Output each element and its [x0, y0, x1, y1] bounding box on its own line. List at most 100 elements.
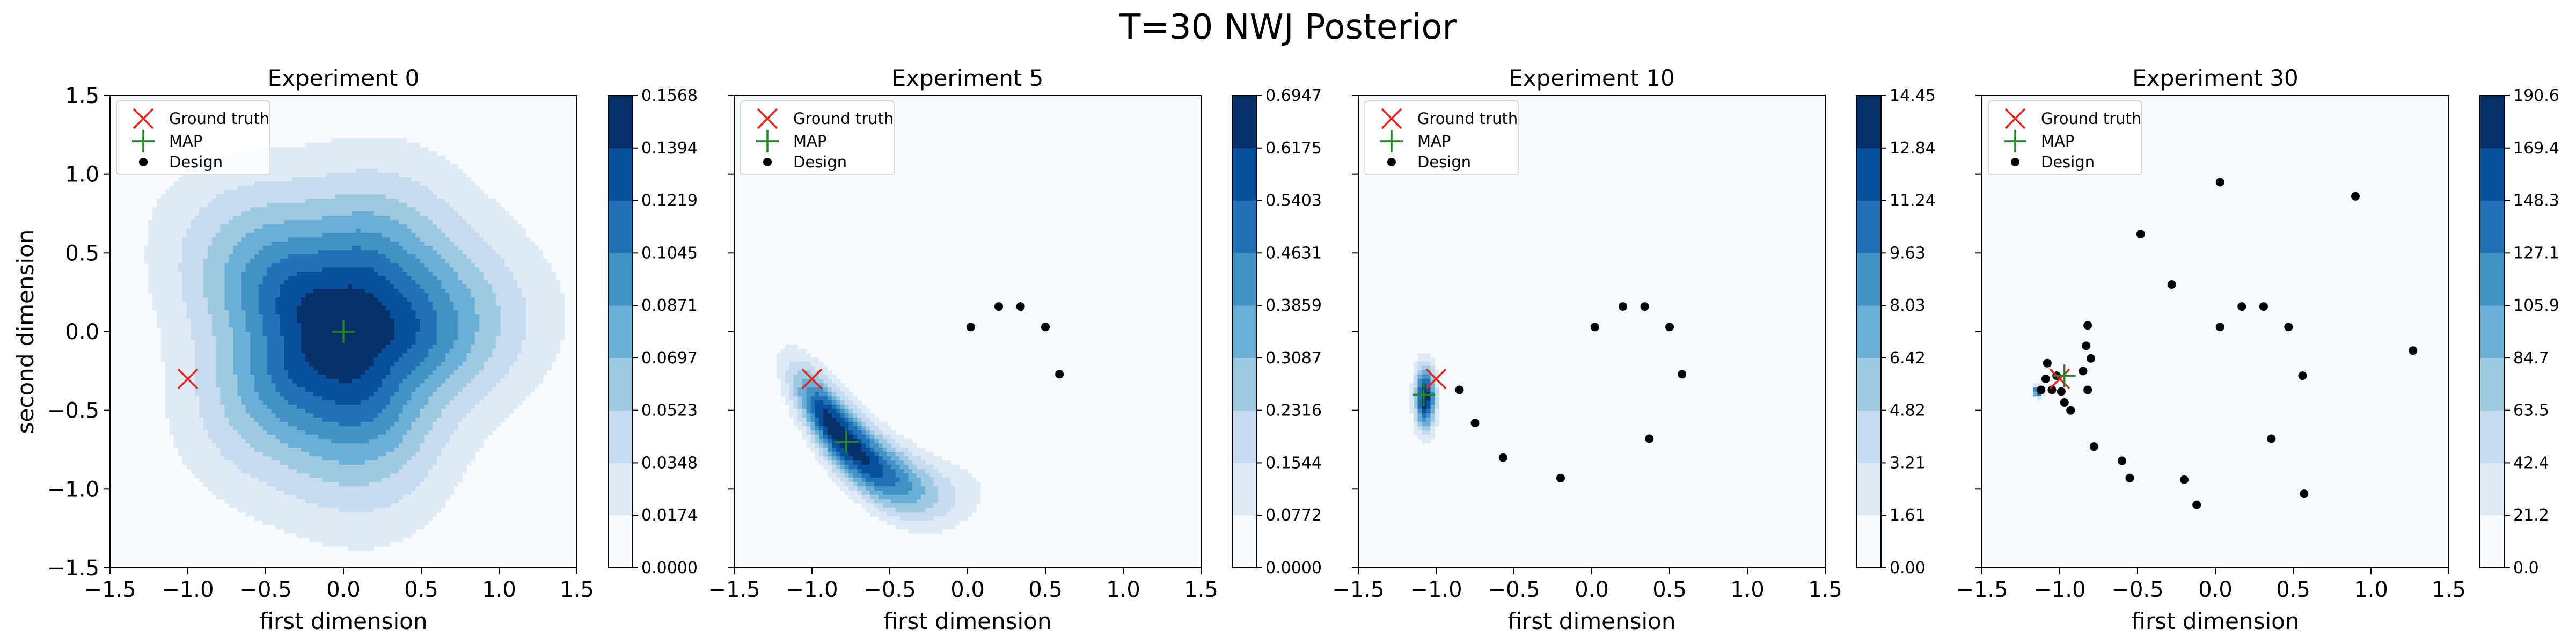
design-point	[1455, 385, 1464, 394]
colorbar-tick-label: 0.0	[2513, 559, 2539, 577]
map-marker	[2053, 364, 2076, 387]
map-marker	[835, 430, 858, 453]
legend-design-icon	[139, 158, 148, 166]
x-tick-label: 1.0	[1730, 577, 1765, 602]
design-point	[2351, 192, 2360, 201]
y-tick-label: 0.0	[65, 320, 99, 345]
design-points	[1455, 302, 1687, 482]
design-point	[2215, 323, 2224, 332]
y-tick-label: 0.5	[65, 241, 99, 266]
x-tick-label: 0.0	[2198, 577, 2233, 602]
colorbar-band	[1232, 148, 1257, 201]
colorbar-band	[2480, 463, 2505, 516]
colorbar-band	[1232, 463, 1257, 516]
colorbar-tick-label: 0.0348	[641, 453, 698, 472]
colorbar-band	[2480, 515, 2505, 568]
x-axis-label: first dimension	[884, 608, 1052, 634]
legend-map-label: MAP	[793, 132, 826, 150]
legend-box	[1364, 100, 1519, 175]
design-point	[2259, 302, 2268, 311]
map-marker	[332, 320, 355, 343]
colorbar-tick-label: 0.0174	[641, 506, 698, 525]
design-point	[2066, 406, 2075, 415]
x-tick-label: 0.5	[1652, 577, 1687, 602]
legend: Ground truth MAP Design	[116, 100, 270, 175]
design-point	[1556, 473, 1565, 482]
panel-title: Experiment 30	[2132, 65, 2298, 91]
x-tick-label: −1.0	[162, 577, 214, 602]
design-point	[2215, 178, 2224, 187]
colorbar-band	[1856, 253, 1881, 306]
colorbar-tick-label: 0.2316	[1265, 401, 1322, 420]
colorbar-tick-label: 3.21	[1890, 453, 1926, 472]
colorbar-band	[2480, 148, 2505, 201]
figure-title: T=30 NWJ Posterior	[1119, 8, 1457, 47]
density-contours	[144, 138, 565, 551]
colorbar-tick-label: 0.0000	[1265, 559, 1322, 577]
legend-design-icon	[763, 158, 772, 166]
x-axis-label: first dimension	[260, 608, 428, 634]
design-points	[966, 302, 1064, 379]
design-points	[2037, 178, 2418, 509]
legend-design-label: Design	[1417, 153, 1471, 171]
x-tick-label: −1.5	[708, 577, 760, 602]
colorbar-tick-label: 0.00	[1890, 559, 1926, 577]
design-point	[1590, 323, 1599, 332]
colorbar-tick-label: 6.42	[1890, 349, 1926, 368]
colorbar-band	[1232, 357, 1257, 411]
panel-title: Experiment 5	[892, 65, 1044, 91]
design-point	[2057, 387, 2066, 396]
colorbar-tick-label: 4.82	[1890, 401, 1926, 420]
colorbar-tick-label: 0.1568	[641, 86, 698, 105]
colorbar-band	[1232, 200, 1257, 253]
x-tick-label: 1.5	[560, 577, 594, 602]
legend-box	[1988, 100, 2142, 175]
colorbar-tick-label: 0.1544	[1265, 453, 1322, 472]
design-point	[2043, 358, 2052, 368]
x-tick-label: 1.0	[1106, 577, 1140, 602]
colorbar-band	[1856, 410, 1881, 463]
colorbar: 0.0 21.2 42.4 63.5 84.7 105.9 127.1 148.3 169.4 1…	[2479, 86, 2559, 577]
colorbar-tick-label: 0.6947	[1265, 86, 1322, 105]
colorbar-band	[1232, 253, 1257, 306]
colorbar-tick-label: 127.1	[2513, 244, 2559, 262]
colorbar-tick-label: 14.45	[1890, 86, 1936, 105]
colorbar-tick-label: 0.1045	[641, 244, 698, 262]
legend-box	[740, 100, 895, 175]
x-tick-label: 0.5	[404, 577, 438, 602]
colorbar-tick-label: 0.3087	[1265, 349, 1322, 368]
design-point	[1498, 453, 1507, 462]
legend-design-label: Design	[793, 153, 847, 171]
legend-design-icon	[1387, 158, 1396, 166]
design-point	[1678, 370, 1687, 379]
colorbar-tick-label: 0.4631	[1265, 244, 1322, 262]
colorbar-band	[2480, 410, 2505, 463]
design-point	[2300, 489, 2309, 499]
panel-title: Experiment 0	[268, 65, 420, 91]
design-point	[1640, 302, 1649, 311]
colorbar-band	[1856, 305, 1881, 358]
colorbar: 0.00 1.61 3.21 4.82 6.42 8.03 9.63 11.24 12.84 14…	[1856, 86, 1936, 577]
panel-3: −1.5 −1.0 −0.5 0.0 0.5 1.0 1.5 Experiment 30 fir…	[1956, 65, 2559, 634]
colorbar-tick-label: 11.24	[1890, 192, 1936, 210]
legend-design-label: Design	[2041, 153, 2095, 171]
x-tick-label: −1.0	[1410, 577, 1462, 602]
ground-truth-marker	[2049, 368, 2070, 390]
colorbar-band	[1232, 515, 1257, 568]
colorbar-tick-label: 0.1219	[641, 192, 698, 210]
design-point	[2298, 371, 2307, 380]
legend-map-label: MAP	[169, 132, 202, 150]
colorbar-tick-label: 8.03	[1890, 296, 1926, 315]
colorbar-tick-label: 0.3859	[1265, 296, 1322, 315]
colorbar-tick-label: 105.9	[2513, 296, 2559, 315]
colorbar: 0.0000 0.0772 0.1544 0.2316 0.3087 0.3859 0.46…	[1232, 86, 1322, 577]
panels: −1.5−1.5−1.0−1.0−0.5−0.50.00.00.50.51.01…	[12, 65, 2559, 634]
x-tick-label: −1.0	[786, 577, 838, 602]
legend-design-icon	[2011, 158, 2019, 166]
design-point	[2237, 302, 2246, 311]
design-point	[1619, 302, 1627, 311]
legend-ground-truth-label: Ground truth	[793, 109, 894, 128]
colorbar-tick-label: 0.0697	[641, 349, 698, 368]
x-tick-label: 0.0	[950, 577, 985, 602]
